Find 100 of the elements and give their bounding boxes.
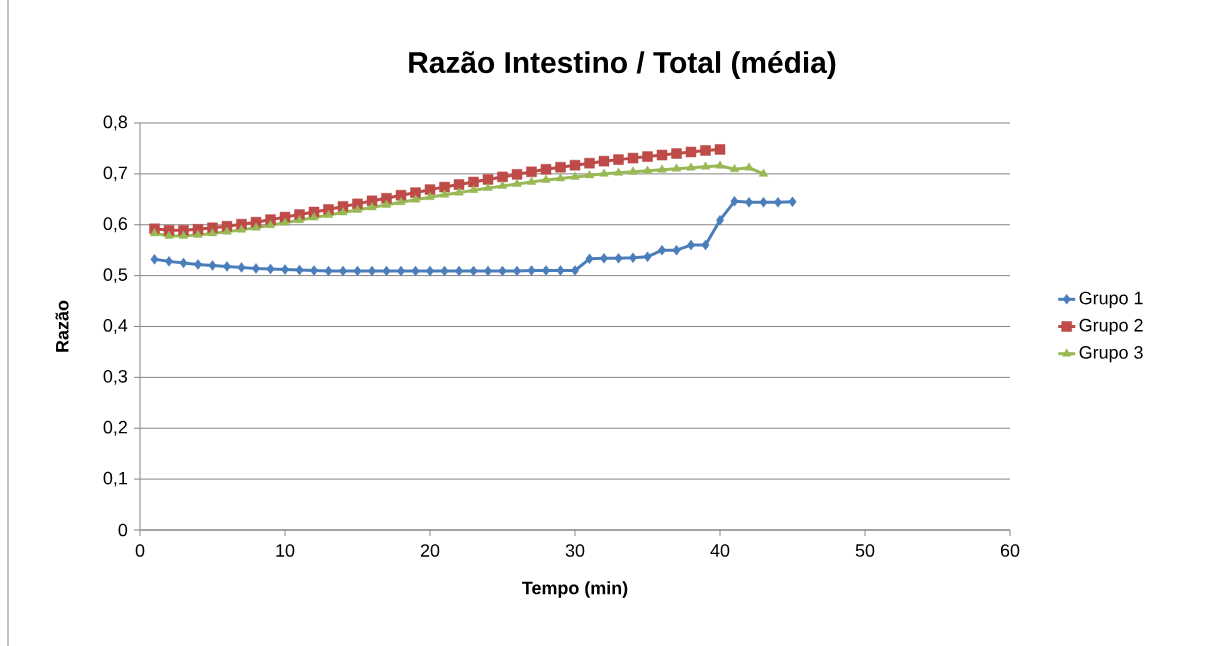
point [656,149,668,161]
point [294,214,305,223]
point [425,192,435,201]
point [628,166,638,175]
point [540,164,552,175]
y-tick-label: 0,8 [103,115,128,131]
point [584,170,595,179]
point [265,220,276,228]
point [714,144,726,155]
point [715,160,725,169]
point [511,169,523,180]
point [556,265,565,276]
y-tick-label: 0,6 [103,217,128,233]
point [716,214,725,226]
chart-title: Razão Intestino / Total (média) [409,50,836,80]
point [150,254,159,265]
point [571,265,580,276]
y-tick-label: 0,2 [103,420,127,436]
point [658,244,667,256]
point [236,224,247,233]
point [368,265,377,277]
point [744,162,754,171]
point [555,162,566,173]
point [324,265,333,277]
legend-label: Grupo 1 [1079,291,1143,308]
point [439,189,450,198]
point [468,184,479,193]
legend-label: Grupo 2 [1079,318,1143,336]
point [454,187,464,196]
point [453,179,465,190]
point [440,265,449,277]
y-tick-label: 0,4 [103,319,128,334]
point [729,164,740,173]
point [585,253,594,265]
point [164,230,174,239]
point [455,265,464,277]
point [759,197,768,208]
point [672,244,681,256]
point [252,263,261,274]
point [541,174,551,183]
point [745,197,754,208]
x-axis-title: Tempo (min) [522,581,628,598]
point [295,264,304,276]
point [600,253,609,264]
point [788,196,797,208]
x-tick-label: 50 [855,544,875,557]
x-tick-label: 30 [565,544,585,557]
point [280,217,290,226]
point [207,228,218,237]
x-tick-label: 10 [276,544,295,557]
point [194,259,203,270]
x-tick-label: 40 [710,544,730,557]
point [339,265,348,277]
y-tick-label: 0,5 [103,268,128,284]
point [482,174,494,185]
point [526,176,537,185]
point [686,162,696,171]
point [526,166,537,178]
point [627,152,639,164]
point [758,168,769,177]
point [309,212,319,221]
point [599,168,609,177]
point [323,209,334,218]
point [498,265,507,277]
point [424,184,436,195]
point [338,207,348,216]
point [700,161,711,170]
point [685,146,697,158]
point [512,178,522,187]
point [513,265,522,277]
point [730,196,739,207]
point [223,261,232,272]
point [439,181,450,193]
x-tick-label: 0 [135,544,145,557]
point [497,180,508,189]
point [149,228,160,237]
point [642,165,653,174]
y-tick-label: 0,1 [103,471,127,487]
point [613,167,624,176]
point [484,265,493,277]
point [555,173,566,182]
point [222,226,232,235]
point [251,222,261,231]
point [382,265,391,277]
point [774,197,783,208]
point [687,239,696,251]
point [165,256,174,267]
point [410,194,421,203]
point [614,253,623,264]
point [237,262,246,273]
point [310,265,319,276]
point [598,155,610,167]
point [426,265,435,277]
point [208,260,217,271]
point [179,257,188,269]
point [469,265,478,277]
point [193,229,203,238]
point [411,265,420,277]
point [483,182,493,191]
point [584,157,595,169]
